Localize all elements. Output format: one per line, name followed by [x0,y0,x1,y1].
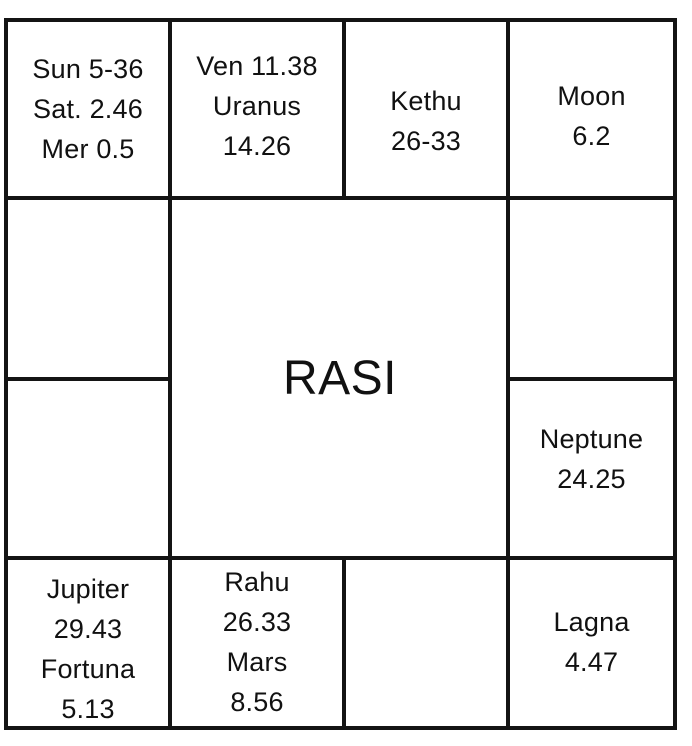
house-text: Lagna [553,607,630,637]
house-text: 6.2 [572,121,611,151]
house-text: Fortuna [40,654,136,684]
grid-line-top-row [4,196,677,200]
house-text: Uranus [212,91,302,121]
house-right-2: Neptune 24.25 [510,381,673,556]
house-bottom-3 [346,560,506,726]
grid-line-vertical-2-bottom [342,556,346,730]
house-text: 24.25 [557,464,626,494]
grid-line-vertical-2-top [342,18,346,200]
house-text: 26-33 [390,126,462,156]
grid-line-vertical-1-middle [168,196,172,560]
house-text: Jupiter [46,574,130,604]
grid-line-vertical-1-bottom [168,556,172,730]
house-text: Moon [557,81,626,111]
house-left-2 [8,381,168,556]
house-text: 26.33 [222,607,292,637]
grid-line-vertical-1-top [168,18,172,200]
house-text: Sat. 2.46 [33,94,143,124]
house-text: Sun 5-36 [32,54,144,84]
chart-title: RASI [282,351,398,405]
house-top-2: Ven 11.38 Uranus 14.26 [172,22,342,196]
house-text: 4.47 [564,647,619,677]
house-top-4: Moon 6.2 [510,22,673,196]
house-text: 5.13 [61,694,115,724]
house-text: Mars [226,647,288,677]
house-bottom-4: Lagna 4.47 [510,560,673,726]
house-text: Ven 11.38 [196,51,318,81]
house-bottom-1: Jupiter 29.43 Fortuna 5.13 [8,560,168,726]
house-bottom-2: Rahu 26.33 Mars 8.56 [172,560,342,726]
house-top-3: Kethu 26-33 [346,22,506,196]
house-text: 8.56 [230,687,284,717]
house-left-1 [8,200,168,377]
grid-line-right-middle [508,377,677,381]
house-top-1: Sun 5-36 Sat. 2.46 Mer 0.5 [8,22,168,196]
chart-frame [4,18,677,730]
house-right-1 [510,200,673,377]
grid-line-left-middle [4,377,172,381]
grid-line-vertical-3 [506,18,510,730]
house-text: 29.43 [53,614,123,644]
house-text: Mer 0.5 [41,134,135,164]
grid-line-bottom-row [4,556,677,560]
house-text: Neptune [539,424,644,454]
house-text: 14.26 [222,131,292,161]
house-text: Kethu [390,86,462,116]
house-text: Rahu [224,567,290,597]
